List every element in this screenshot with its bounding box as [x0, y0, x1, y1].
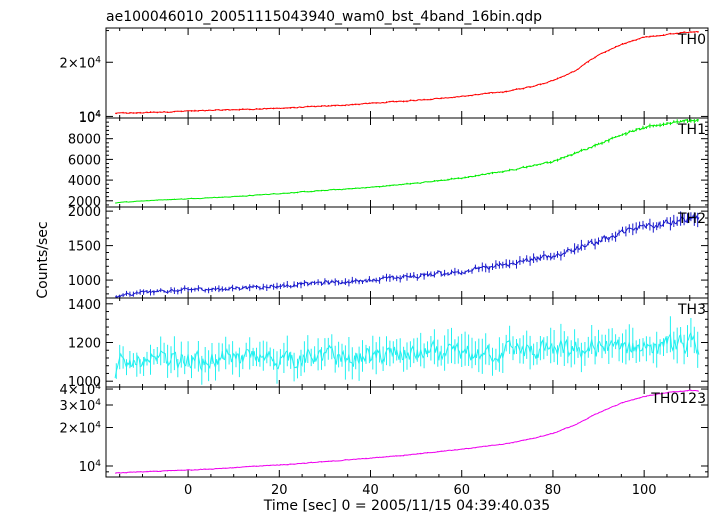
panel-frame	[105, 27, 709, 119]
y-tick-label: 1000	[68, 375, 101, 390]
y-tick-label: 104	[79, 110, 102, 126]
series-th1-error-bars	[115, 119, 699, 204]
y-tick-label: 104	[79, 459, 102, 475]
series-th1-line	[115, 119, 700, 204]
x-tick-label: 40	[362, 483, 379, 498]
panel-label: TH0123	[650, 391, 706, 407]
y-tick-label: 4000	[68, 174, 101, 189]
y-tick-label: 6000	[68, 153, 101, 168]
panel-frame	[105, 117, 709, 208]
y-tick-label: 1400	[68, 298, 101, 313]
panel-th2: 1000 1500 2000 TH2	[68, 205, 709, 299]
panel-label: TH0	[677, 32, 706, 48]
panel-frame	[105, 386, 709, 478]
x-tick-label: 80	[545, 483, 562, 498]
series-th3-line	[114, 331, 700, 378]
x-tick-label: 60	[453, 483, 470, 498]
chart-title: ae100046010_20051115043940_wam0_bst_4ban…	[106, 9, 542, 25]
panel-label: TH1	[677, 122, 706, 138]
x-tick-label: 0	[184, 483, 192, 498]
series-th0-line	[115, 30, 699, 114]
y-tick-label: 2×104	[60, 55, 102, 71]
x-axis-label: Time [sec] 0 = 2005/11/15 04:39:40.035	[263, 498, 550, 514]
panel-frame	[105, 206, 709, 299]
y-tick-label: 1200	[68, 337, 101, 352]
panel-th3: 1000 1200 1400 TH3	[68, 297, 709, 390]
panel-label: TH2	[677, 211, 706, 227]
series-th0123-line	[114, 389, 700, 474]
y-tick-label: 104	[79, 109, 102, 125]
y-tick-label: 2×104	[60, 421, 102, 437]
y-axis-label: Counts/sec	[35, 221, 51, 298]
y-tick-label: 3×104	[60, 398, 102, 414]
x-tick-label: 20	[271, 483, 288, 498]
series-th3-error-bars	[115, 316, 699, 385]
y-tick-label: 2000	[68, 205, 101, 220]
x-tick-label: 100	[632, 483, 657, 498]
panels-group: 1042×104104TH02000400060008000TH11000150…	[60, 27, 709, 498]
y-tick-label: 1000	[68, 274, 101, 289]
y-tick-label: 4×104	[60, 382, 102, 398]
panel-label: TH3	[677, 302, 706, 318]
y-tick-label: 8000	[68, 133, 101, 148]
y-tick-label: 2000	[68, 195, 101, 210]
y-tick-label: 1500	[68, 240, 101, 255]
series-th0123-error-bars	[115, 389, 699, 474]
panel-th1: 2000 4000 6000 8000 TH1	[68, 117, 709, 210]
series-th2-error-bars	[115, 211, 699, 297]
series-th2-line	[114, 214, 700, 298]
